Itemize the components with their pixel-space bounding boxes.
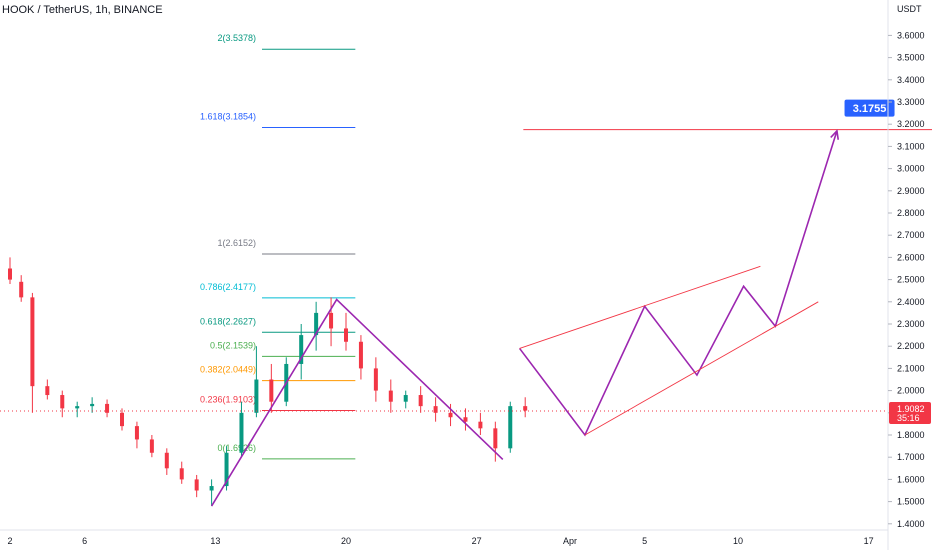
price-tick-label: 3.5000 bbox=[897, 53, 925, 63]
candle-body bbox=[329, 312, 334, 329]
price-tick-label: 2.2000 bbox=[897, 341, 925, 351]
fib-level-label: 0(1.6926) bbox=[217, 443, 256, 453]
current-price-label: 1.9082 bbox=[897, 404, 925, 414]
price-tick-label: 1.6000 bbox=[897, 474, 925, 484]
current-price-countdown: 35:16 bbox=[897, 413, 920, 423]
candle-body bbox=[105, 403, 110, 413]
candle-body bbox=[75, 406, 80, 409]
time-tick-label: 20 bbox=[341, 536, 351, 546]
candle-body bbox=[448, 412, 453, 418]
candle-body bbox=[344, 328, 348, 342]
price-tick-label: 2.4000 bbox=[897, 297, 925, 307]
candle-body bbox=[134, 426, 139, 440]
candle-body bbox=[149, 439, 154, 453]
candle-body bbox=[224, 452, 229, 487]
price-axis[interactable]: USDT1.40001.50001.60001.70001.80001.9000… bbox=[887, 0, 931, 550]
price-tick-label: 2.1000 bbox=[897, 363, 925, 373]
price-tick-label: 3.6000 bbox=[897, 30, 925, 40]
price-tick-label: 1.8000 bbox=[897, 430, 925, 440]
candle-body bbox=[493, 428, 498, 449]
candle-body bbox=[269, 379, 274, 402]
candle-body bbox=[239, 412, 244, 453]
price-tick-label: 2.5000 bbox=[897, 275, 925, 285]
candlestick-series bbox=[0, 257, 888, 507]
channel-lower-line[interactable] bbox=[584, 301, 819, 436]
candle-body bbox=[403, 395, 408, 402]
fib-level-label: 2(3.5378) bbox=[217, 33, 256, 43]
price-tick-label: 2.0000 bbox=[897, 386, 925, 396]
price-tick-label: 2.6000 bbox=[897, 252, 925, 262]
abcd-pattern[interactable] bbox=[210, 298, 504, 507]
candle-body bbox=[90, 403, 95, 407]
time-tick-label: Apr bbox=[563, 536, 577, 546]
candle-body bbox=[299, 335, 304, 364]
time-tick-label: 2 bbox=[7, 536, 12, 546]
channel-upper-line[interactable] bbox=[519, 265, 761, 349]
candle-body bbox=[463, 417, 468, 422]
drawing-layer[interactable]: 3.1755 bbox=[210, 99, 932, 507]
fib-level-label: 0.382(2.0449) bbox=[200, 365, 256, 375]
candle-body bbox=[478, 421, 483, 429]
candle-body bbox=[19, 281, 24, 298]
candle-body bbox=[120, 412, 124, 427]
symbol-title[interactable]: HOOK / TetherUS, 1h, BINANCE bbox=[2, 4, 163, 16]
fib-level-label: 1.618(3.1854) bbox=[200, 111, 256, 121]
price-tick-label: 2.3000 bbox=[897, 319, 925, 329]
price-tick-label: 3.0000 bbox=[897, 164, 925, 174]
fib-level-label: 0.236(1.9103) bbox=[200, 395, 256, 405]
current-price-badge[interactable] bbox=[889, 401, 931, 424]
candle-body bbox=[179, 468, 184, 480]
fib-level-label: 0.618(2.2627) bbox=[200, 316, 256, 326]
price-tick-label: 3.2000 bbox=[897, 119, 925, 129]
price-tick-label: 2.9000 bbox=[897, 186, 925, 196]
candle-body bbox=[209, 486, 214, 491]
candle-body bbox=[314, 312, 319, 336]
time-axis[interactable]: 2 6 13 20 27 Apr 5 10 17 bbox=[0, 529, 888, 546]
candle-body bbox=[60, 395, 65, 409]
fib-level-label: 1(2.6152) bbox=[217, 238, 256, 248]
price-tick-label: 1.5000 bbox=[897, 497, 925, 507]
target-label-box[interactable] bbox=[844, 99, 895, 117]
candle-body bbox=[373, 368, 378, 391]
time-tick-label: 13 bbox=[210, 536, 220, 546]
candle-body bbox=[508, 406, 513, 449]
candle-body bbox=[164, 452, 169, 469]
time-tick-label: 10 bbox=[733, 536, 743, 546]
fib-level-label: 0.786(2.4177) bbox=[200, 282, 256, 292]
price-tick-label: 3.1000 bbox=[897, 141, 925, 151]
candle-body bbox=[30, 297, 35, 387]
candle-body bbox=[194, 479, 199, 491]
time-tick-label: 27 bbox=[472, 536, 482, 546]
projection-path[interactable] bbox=[518, 130, 838, 437]
candle-body bbox=[523, 406, 528, 411]
candle-body bbox=[388, 390, 393, 402]
target-label-text: 3.1755 bbox=[853, 103, 887, 115]
time-tick-label: 6 bbox=[82, 536, 87, 546]
price-tick-label: 2.7000 bbox=[897, 230, 925, 240]
price-tick-label: 3.4000 bbox=[897, 75, 925, 85]
candle-body bbox=[433, 406, 438, 413]
price-tick-label: 1.7000 bbox=[897, 452, 925, 462]
price-tick-label: 2.8000 bbox=[897, 208, 925, 218]
candle-body bbox=[418, 395, 423, 407]
candle-body bbox=[254, 379, 259, 413]
price-axis-unit: USDT bbox=[897, 4, 922, 14]
candle-body bbox=[45, 386, 50, 396]
price-tick-label: 1.4000 bbox=[897, 519, 925, 529]
projection-arrowhead bbox=[830, 129, 840, 140]
time-tick-label: 17 bbox=[864, 536, 874, 546]
time-tick-label: 5 bbox=[642, 536, 647, 546]
fib-level-label: 0.5(2.1539) bbox=[210, 340, 256, 350]
candle-body bbox=[8, 268, 12, 280]
price-tick-label: 3.3000 bbox=[897, 97, 925, 107]
fibonacci-retracement[interactable]: 0(1.6926) 0.236(1.9103) 0.382(2.0449) 0.5(2… bbox=[200, 33, 356, 460]
candle-body bbox=[358, 341, 363, 369]
